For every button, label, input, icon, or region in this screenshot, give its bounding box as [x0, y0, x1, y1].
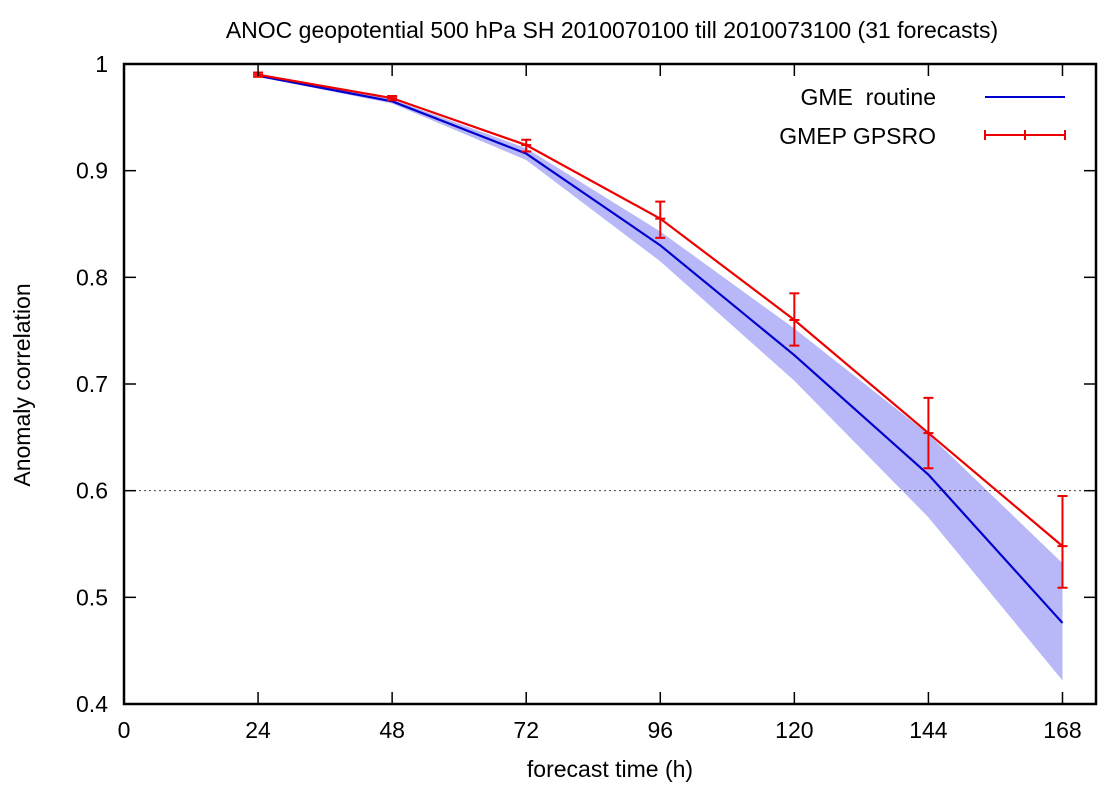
y-tick-label-6: 1 [95, 51, 108, 77]
x-tick-label-168: 168 [1043, 717, 1081, 743]
y-tick-labels: 0.4 0.5 0.6 0.7 0.8 0.9 1 [76, 51, 108, 717]
y-tick-label-0: 0.4 [76, 691, 108, 717]
chart-title: ANOC geopotential 500 hPa SH 2010070100 … [226, 17, 998, 43]
legend-swatch-gmep-gpsro [984, 130, 1066, 140]
gme-uncertainty-band [258, 74, 1063, 681]
series-lines [253, 71, 1068, 624]
x-tick-label-96: 96 [647, 717, 673, 743]
x-tick-label-48: 48 [379, 717, 405, 743]
x-tick-label-0: 0 [118, 717, 131, 743]
legend-label-gmep-gpsro: GMEP GPSRO [779, 123, 936, 149]
legend: GME routine GMEP GPSRO [779, 84, 1066, 149]
x-tick-label-24: 24 [245, 717, 271, 743]
x-tick-label-144: 144 [909, 717, 948, 743]
y-tick-label-5: 0.9 [76, 158, 108, 184]
y-tick-label-2: 0.6 [76, 478, 108, 504]
y-axis-label: Anomaly correlation [9, 283, 35, 486]
x-tick-label-120: 120 [775, 717, 813, 743]
plot-area [122, 62, 1098, 706]
uncertainty-band-polygon [258, 74, 1063, 681]
x-tick-label-72: 72 [513, 717, 539, 743]
x-tick-labels: 0 24 48 72 96 120 144 168 [118, 717, 1082, 743]
y-tick-label-1: 0.5 [76, 584, 108, 610]
y-tick-label-3: 0.7 [76, 371, 108, 397]
axis-ticks [123, 63, 1096, 705]
x-axis-label: forecast time (h) [527, 756, 693, 782]
y-tick-label-4: 0.8 [76, 264, 108, 290]
series-line-0 [257, 74, 1064, 624]
legend-label-gme-routine: GME routine [801, 84, 937, 110]
plot-frame [122, 62, 1098, 706]
